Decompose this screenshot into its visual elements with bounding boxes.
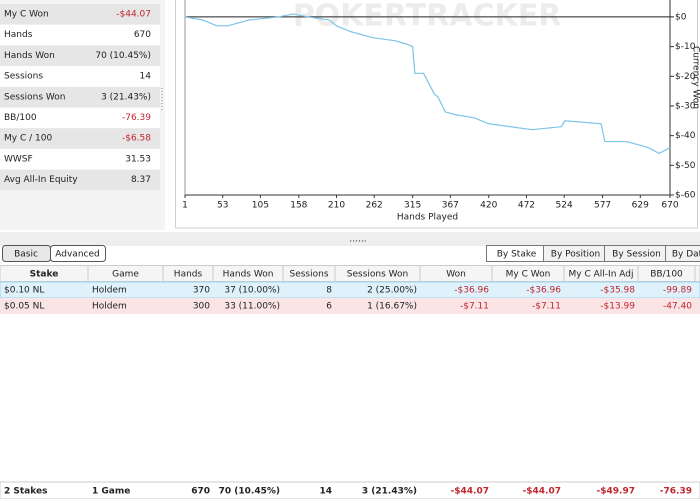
stat-value: -$6.58 xyxy=(122,134,151,144)
y-tick-label: $-60 xyxy=(675,191,696,201)
column-header[interactable]: Hands xyxy=(174,270,203,280)
x-tick-label: 472 xyxy=(518,201,535,211)
x-tick-label: 367 xyxy=(442,201,459,211)
table-cell: -$13.99 xyxy=(600,302,635,312)
x-tick-label: 315 xyxy=(404,201,421,211)
stat-value: 3 (21.43%) xyxy=(101,92,151,102)
table-cell: $0.10 NL xyxy=(4,286,44,296)
table-cell: 33 (11.00%) xyxy=(224,302,280,312)
splitter: ...... xyxy=(349,235,366,245)
footer-cell: -$49.97 xyxy=(597,487,635,497)
column-header[interactable]: Hands Won xyxy=(223,270,274,280)
table-cell: 8 xyxy=(326,286,332,296)
stat-label: My C / 100 xyxy=(4,134,52,144)
stat-label: Sessions Won xyxy=(4,92,65,102)
column-header[interactable]: BB/100 xyxy=(650,270,683,280)
stat-value: -$44.07 xyxy=(116,10,151,20)
table-cell: Holdem xyxy=(92,302,127,312)
column-header[interactable]: Stake xyxy=(30,270,59,280)
footer-cell: 670 xyxy=(191,487,210,497)
x-tick-label: 420 xyxy=(480,201,497,211)
footer-cell: -76.39 xyxy=(660,487,692,497)
table-cell: 6 xyxy=(326,302,332,312)
column-header[interactable]: My C All-In Adj xyxy=(569,270,634,280)
table-cell: 370 xyxy=(193,286,210,296)
footer-cell: -$44.07 xyxy=(451,487,489,497)
x-tick-label: 210 xyxy=(328,201,345,211)
stat-value: 14 xyxy=(140,72,152,82)
y-tick-label: $-40 xyxy=(675,131,696,141)
footer-cell: 70 (10.45%) xyxy=(219,487,280,497)
footer-cell: 2 Stakes xyxy=(4,487,47,497)
y-tick-label: $0 xyxy=(675,12,687,22)
table-cell: -$7.11 xyxy=(532,302,561,312)
stat-value: 670 xyxy=(134,30,151,40)
stat-label: My C Won xyxy=(4,10,49,20)
table-cell: 37 (10.00%) xyxy=(224,286,280,296)
table-cell: -$36.96 xyxy=(454,286,489,296)
view-button-label[interactable]: Basic xyxy=(14,250,38,260)
table-cell: -$36.96 xyxy=(526,286,561,296)
table-cell: -$35.98 xyxy=(600,286,635,296)
table-cell: -47.40 xyxy=(663,302,692,312)
x-axis-label: Hands Played xyxy=(397,213,458,223)
footer-cell: 14 xyxy=(319,487,332,497)
stat-label: Hands xyxy=(4,30,33,40)
table-cell: -99.89 xyxy=(663,286,692,296)
x-tick-label: 670 xyxy=(661,201,678,211)
table-cell: $0.05 NL xyxy=(4,302,44,312)
group-button-label[interactable]: By Dat xyxy=(672,250,700,260)
stat-label: Avg All-In Equity xyxy=(4,175,78,185)
column-header[interactable]: Sessions Won xyxy=(347,270,408,280)
stat-label: BB/100 xyxy=(4,113,37,123)
table-cell: 1 (16.67%) xyxy=(367,302,417,312)
y-tick-label: $-50 xyxy=(675,161,696,171)
group-button-label[interactable]: By Stake xyxy=(497,250,537,260)
graph-panel xyxy=(176,0,698,228)
column-header[interactable]: Sessions xyxy=(289,270,328,280)
stat-value: 31.53 xyxy=(125,154,151,164)
x-tick-label: 629 xyxy=(632,201,649,211)
x-tick-label: 158 xyxy=(290,201,307,211)
footer-cell: 3 (21.43%) xyxy=(362,487,417,497)
table-cell: 300 xyxy=(193,302,210,312)
column-header[interactable]: My C Won xyxy=(506,270,551,280)
x-tick-label: 1 xyxy=(182,201,188,211)
x-tick-label: 262 xyxy=(366,201,383,211)
x-tick-label: 105 xyxy=(252,201,269,211)
group-button-label[interactable]: By Position xyxy=(551,250,600,260)
stat-value: -76.39 xyxy=(122,113,151,123)
y-axis-label: Currency Won xyxy=(691,46,700,109)
stat-label: WWSF xyxy=(4,154,33,164)
stat-label: Hands Won xyxy=(4,51,55,61)
view-button-label[interactable]: Advanced xyxy=(55,250,99,260)
stat-value: 8.37 xyxy=(131,175,151,185)
footer-cell: 1 Game xyxy=(92,487,130,497)
column-header[interactable]: Game xyxy=(112,270,139,280)
x-tick-label: 577 xyxy=(594,201,611,211)
footer-cell: -$44.07 xyxy=(523,487,561,497)
table-cell: Holdem xyxy=(92,286,127,296)
stat-value: 70 (10.45%) xyxy=(95,51,151,61)
stat-label: Sessions xyxy=(4,72,43,82)
table-cell: 2 (25.00%) xyxy=(367,286,417,296)
table-cell: -$7.11 xyxy=(460,302,489,312)
column-header[interactable]: Won xyxy=(446,270,466,280)
x-tick-label: 53 xyxy=(217,201,228,211)
group-button-label[interactable]: By Session xyxy=(612,250,661,260)
x-tick-label: 524 xyxy=(556,201,573,211)
